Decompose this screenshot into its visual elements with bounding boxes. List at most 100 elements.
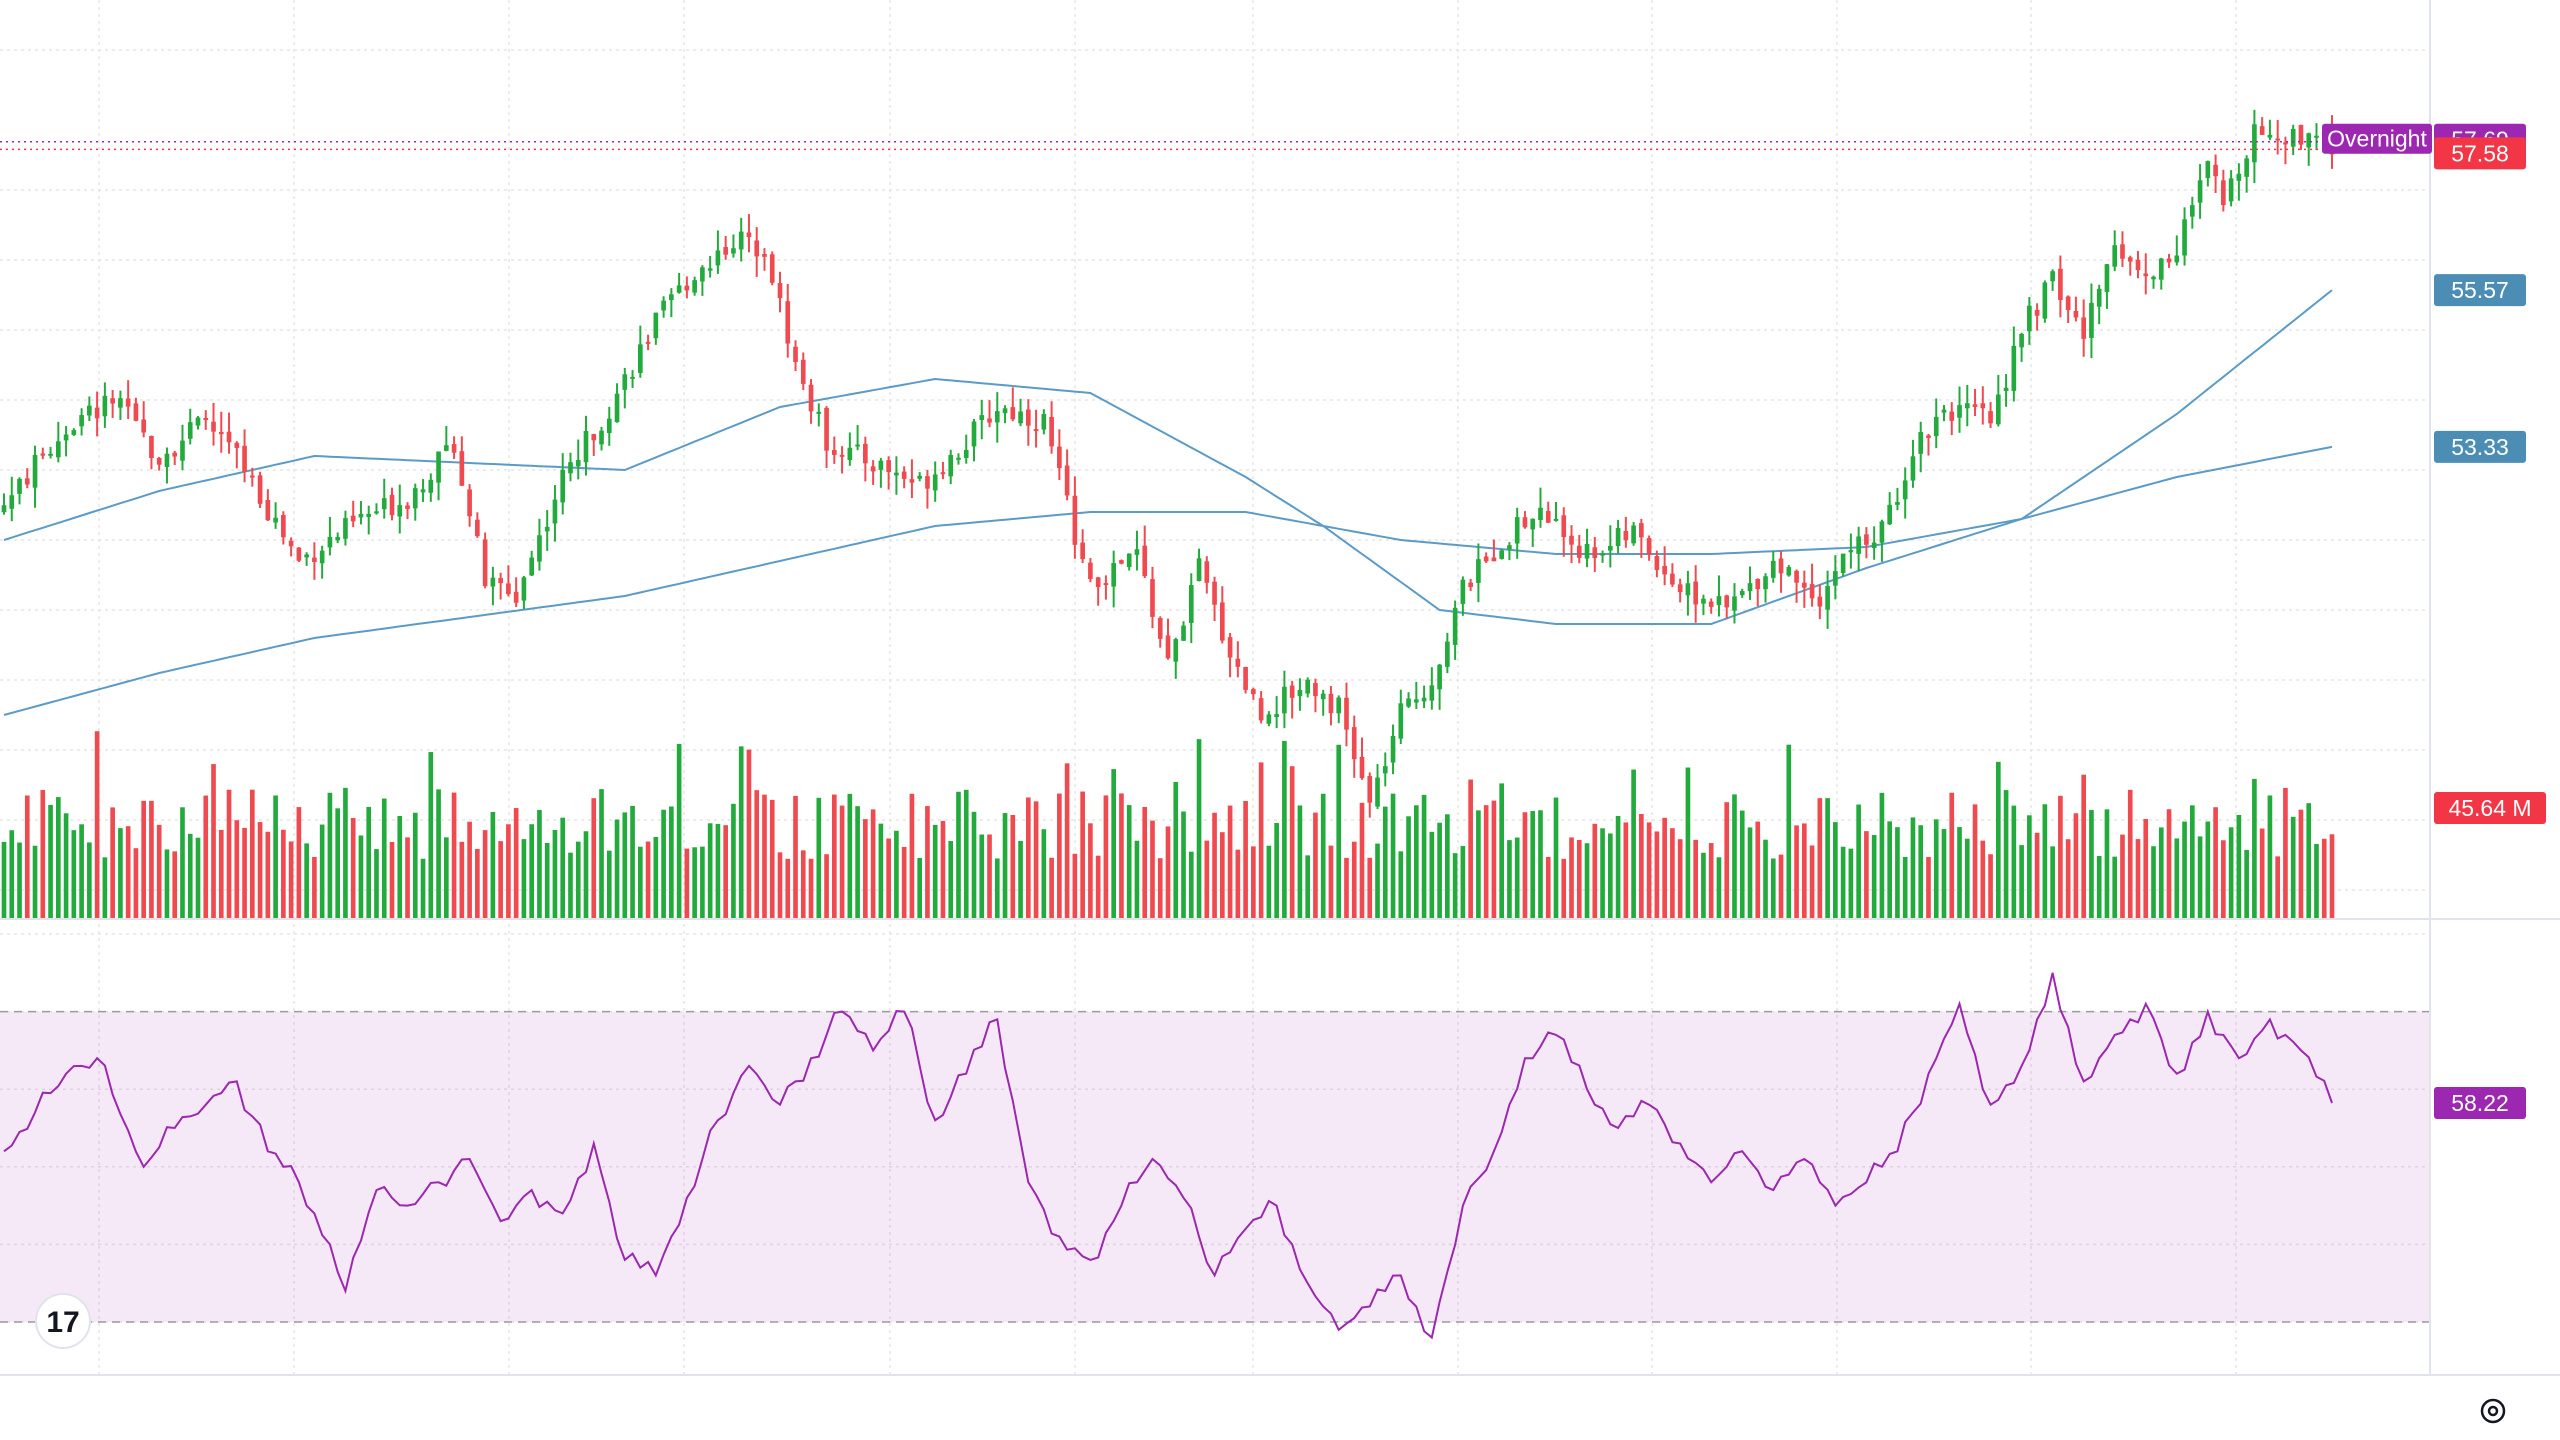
candle-body xyxy=(1848,550,1854,553)
tradingview-logo[interactable]: 17 xyxy=(35,1293,91,1349)
volume-bar xyxy=(1,841,7,919)
volume-bar xyxy=(405,837,410,919)
candle-body xyxy=(948,454,954,477)
volume-bar xyxy=(971,811,977,919)
volume-bar xyxy=(824,854,829,919)
candle-body xyxy=(343,518,348,539)
volume-bar xyxy=(1002,813,1008,919)
axes xyxy=(0,0,2560,1376)
volume-bar xyxy=(940,820,946,919)
volume-bar xyxy=(1763,839,1768,919)
volume-bar xyxy=(1305,855,1311,919)
candle-body xyxy=(1289,685,1295,698)
candle-body xyxy=(242,445,247,472)
candle-body xyxy=(994,411,1000,423)
volume-bar xyxy=(2120,834,2125,919)
candle-body xyxy=(591,434,597,441)
volume-bar xyxy=(1794,825,1799,919)
volume-bar xyxy=(412,812,418,919)
candle-body xyxy=(870,466,876,472)
candle-body xyxy=(1142,545,1148,577)
candle-body xyxy=(265,499,271,521)
volume-bar xyxy=(436,789,441,919)
volume-bar xyxy=(1057,793,1062,919)
volume-bar xyxy=(878,823,884,919)
volume-bar xyxy=(723,825,729,919)
volume-bar xyxy=(529,824,535,919)
candle-body xyxy=(2096,288,2102,307)
candle-body xyxy=(1646,538,1652,555)
candle-body xyxy=(1538,507,1543,520)
candle-body xyxy=(583,431,589,463)
candle-body xyxy=(1910,456,1916,481)
candle-body xyxy=(2120,244,2125,259)
volume-bar xyxy=(1864,831,1869,919)
volume-bar xyxy=(1367,857,1373,919)
candle-body xyxy=(412,488,418,509)
candle-body xyxy=(2290,129,2296,147)
candle-body xyxy=(381,498,387,510)
candle-body xyxy=(482,539,488,587)
candle-body xyxy=(1406,698,1411,707)
candle-body xyxy=(762,253,767,257)
candle-body xyxy=(692,280,697,293)
volume-bar xyxy=(583,831,589,919)
volume-bar xyxy=(195,837,201,919)
candle-body xyxy=(894,472,899,476)
candle-body xyxy=(397,505,403,517)
volume-bar xyxy=(2158,827,2164,919)
volume-bar xyxy=(1468,779,1473,919)
candle-body xyxy=(1879,521,1885,543)
volume-bar xyxy=(1041,829,1047,919)
volume-bar xyxy=(1623,822,1629,919)
volume-bar xyxy=(71,830,77,919)
candle-body xyxy=(2221,180,2226,206)
volume-bar xyxy=(1887,821,1893,919)
volume-bar xyxy=(637,846,643,919)
last-price-tag: 57.58 xyxy=(2434,137,2526,170)
candle-body xyxy=(110,398,115,404)
volume-bar xyxy=(1957,827,1962,919)
moving-average-line xyxy=(3,445,2333,716)
candle-body xyxy=(630,376,635,379)
volume-bar xyxy=(738,746,744,919)
volume-bar xyxy=(2135,839,2141,919)
volume-bar xyxy=(288,841,294,919)
volume-bar xyxy=(1010,815,1016,919)
candle-body xyxy=(1786,567,1792,576)
volume-bar xyxy=(1375,843,1380,919)
candle-body xyxy=(715,250,721,266)
candle-body xyxy=(1219,602,1225,641)
volume-bar xyxy=(715,823,721,919)
volume-bar xyxy=(614,819,620,919)
volume-bar xyxy=(2096,856,2102,919)
volume-bar xyxy=(1545,856,1551,919)
volume-bar xyxy=(1359,802,1365,919)
volume-bar xyxy=(2027,815,2032,919)
volume-last-text: 45.64 M xyxy=(2448,795,2531,821)
candle-body xyxy=(1344,697,1349,730)
volume-bar xyxy=(560,817,566,919)
volume-bar xyxy=(141,800,147,919)
volume-bar xyxy=(211,764,216,919)
volume-bar xyxy=(1654,831,1660,919)
candle-body xyxy=(537,535,542,562)
candle-body xyxy=(366,513,372,518)
candle-body xyxy=(1988,411,1993,424)
volume-bar xyxy=(79,824,84,919)
candle-body xyxy=(963,449,969,458)
volume-bar xyxy=(994,858,1000,919)
candle-body xyxy=(1173,639,1179,662)
candle-body xyxy=(1328,693,1334,714)
candle-body xyxy=(1685,583,1691,596)
volume-bar xyxy=(1739,810,1745,919)
candle-body xyxy=(1809,584,1815,599)
candle-body xyxy=(211,421,216,432)
volume-bar xyxy=(1530,810,1536,919)
ma-slow-tag: 53.33 xyxy=(2434,430,2526,463)
candles xyxy=(1,109,2335,818)
volume-bar xyxy=(1693,839,1699,919)
candle-body xyxy=(1639,523,1644,538)
gear-icon[interactable] xyxy=(2480,1398,2506,1424)
